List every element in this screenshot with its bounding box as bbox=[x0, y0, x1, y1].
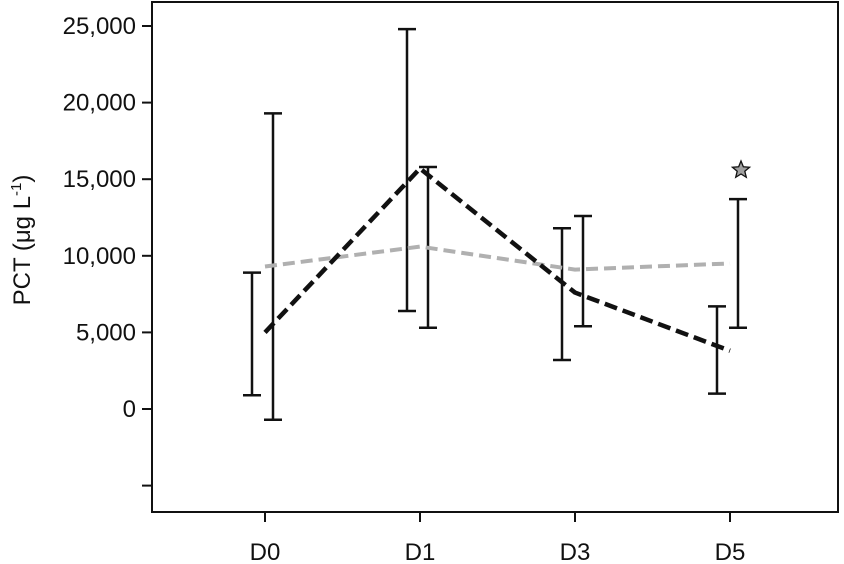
x-tick-label: D3 bbox=[560, 539, 591, 564]
error-bar bbox=[729, 197, 747, 330]
y-tick-label: 20,000 bbox=[63, 90, 136, 117]
y-axis-title: PCT (μg L-1) bbox=[8, 175, 36, 306]
plot-area: 0 5,000 10,000 15,000 20,000 25,000 D0 D1 D3 D5 bbox=[63, 1, 839, 564]
series-line-black bbox=[263, 166, 731, 353]
error-bar bbox=[243, 271, 261, 397]
x-tick-label: D1 bbox=[405, 539, 436, 564]
y-tick-label: 10,000 bbox=[63, 243, 136, 270]
series-line-gray bbox=[264, 244, 731, 272]
y-tick-label: 25,000 bbox=[63, 13, 136, 40]
plot-frame bbox=[151, 1, 839, 513]
star-icon bbox=[730, 159, 752, 179]
error-bar bbox=[553, 226, 571, 362]
error-bar bbox=[574, 214, 592, 328]
y-tick-label: 0 bbox=[123, 396, 136, 423]
error-bar bbox=[398, 27, 416, 313]
error-bar bbox=[708, 305, 726, 395]
y-tick-label: 5,000 bbox=[76, 319, 136, 346]
x-tick-label: D0 bbox=[250, 539, 281, 564]
y-tick-label: 15,000 bbox=[63, 166, 136, 193]
x-tick-label: D5 bbox=[715, 539, 746, 564]
